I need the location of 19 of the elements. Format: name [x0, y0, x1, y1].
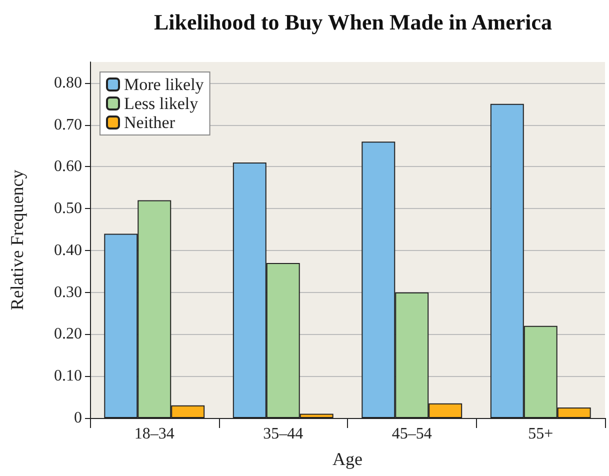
legend-label: More likely [124, 75, 204, 94]
y-axis-title: Relative Frequency [7, 170, 27, 310]
x-tick-label: 35–44 [263, 426, 304, 442]
x-axis-title: Age [332, 449, 362, 469]
y-tick-label: 0.70 [54, 116, 82, 134]
legend-label: Neither [124, 113, 176, 132]
y-tick-label: 0.10 [54, 368, 82, 385]
y-tick-label: 0.30 [54, 284, 82, 301]
x-tick-label: 18–34 [134, 426, 174, 442]
y-tick-label: 0.80 [54, 74, 82, 92]
legend-label: Less likely [124, 94, 199, 113]
x-tick-label: 45–54 [392, 426, 432, 442]
y-tick-label: 0.40 [54, 242, 82, 259]
y-tick-label: 0.50 [54, 200, 82, 218]
y-tick-label: 0 [74, 410, 82, 426]
y-tick-label: 0.20 [54, 326, 82, 343]
y-tick-label: 0.60 [54, 158, 82, 176]
x-tick-label: 55+ [528, 426, 554, 442]
chart-title: Likelihood to Buy When Made in America [154, 10, 552, 34]
